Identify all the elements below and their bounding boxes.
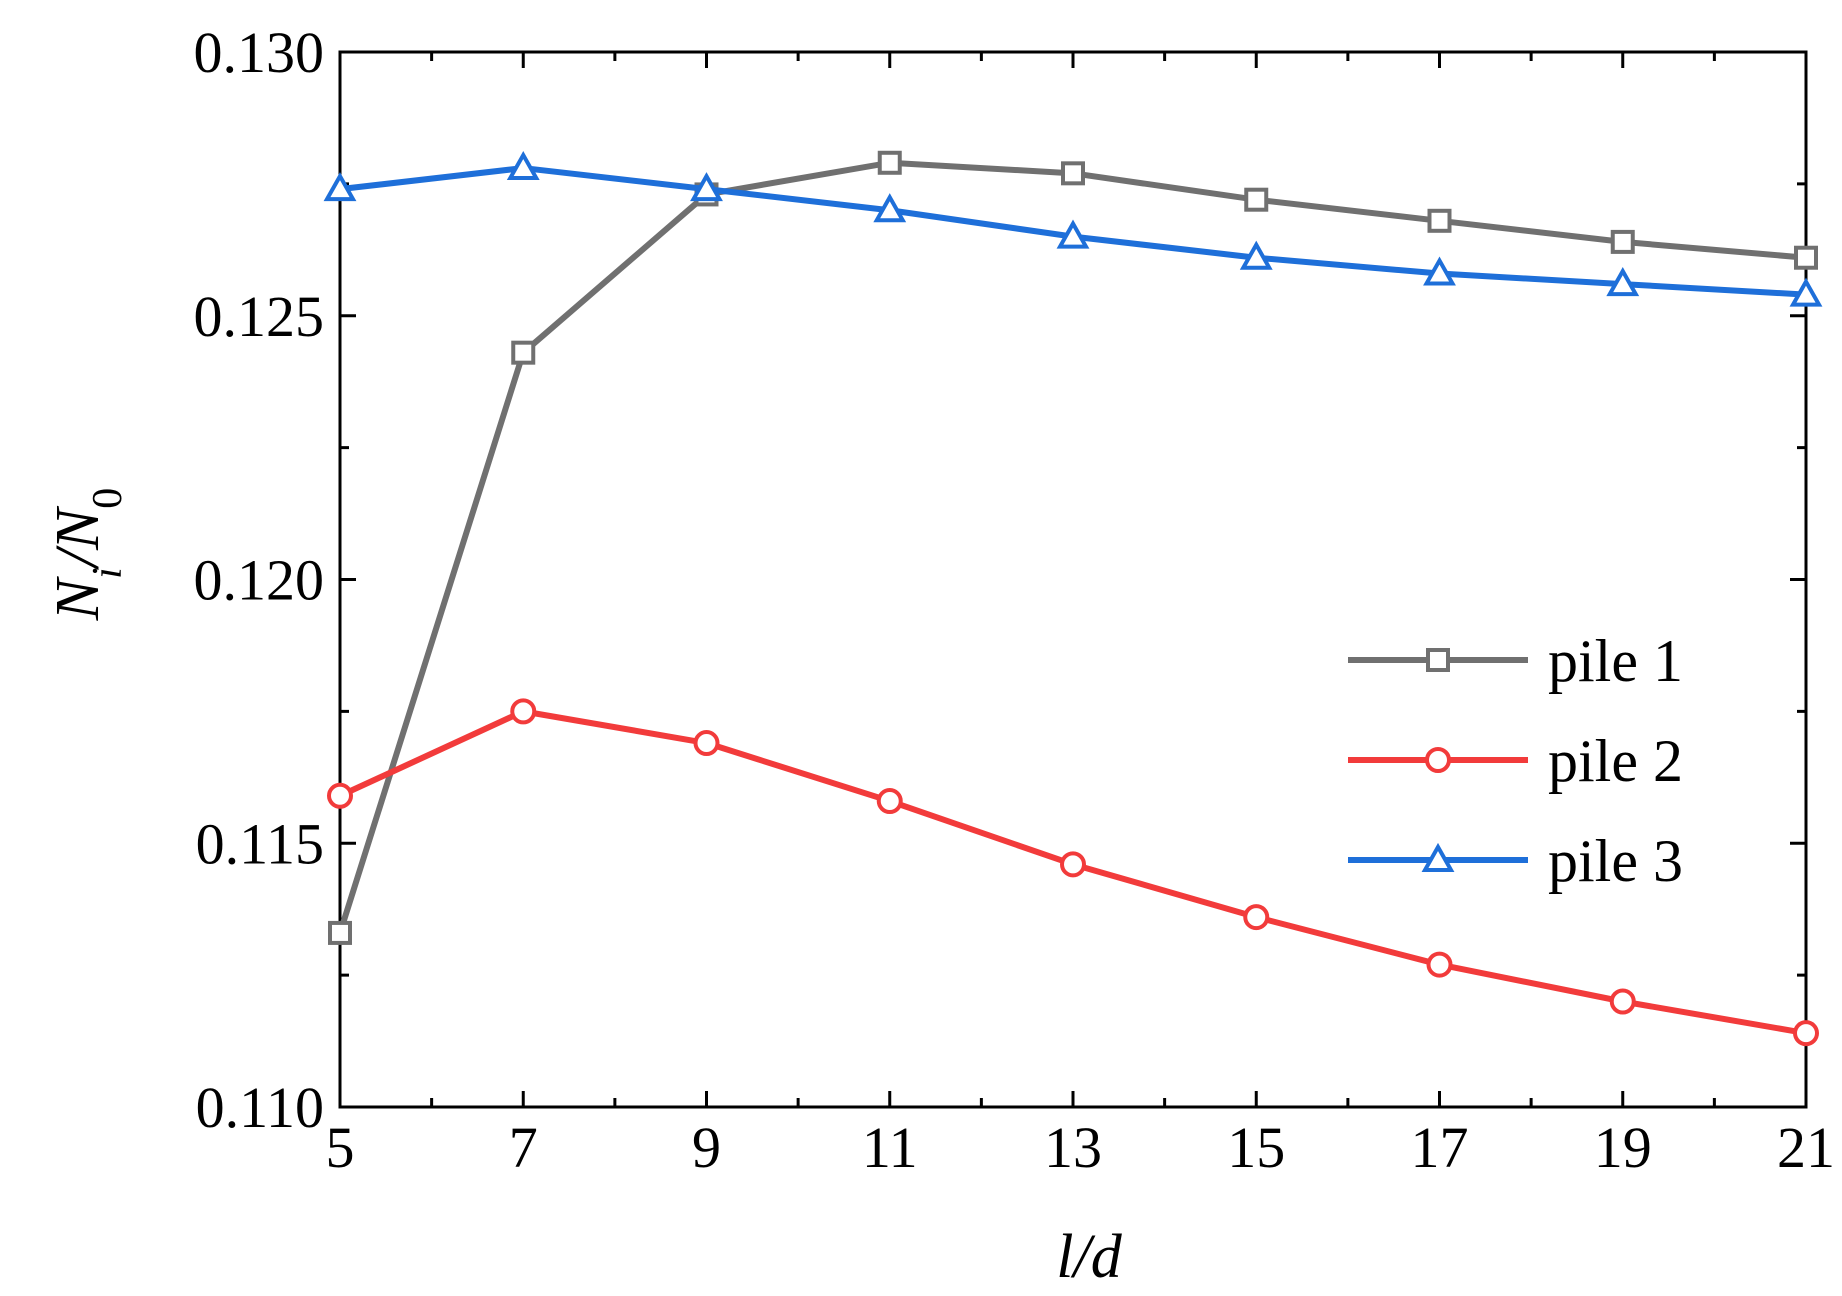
series-line: [337, 159, 1807, 934]
data-point: [690, 172, 723, 202]
x-tick-label: 19: [1594, 1115, 1652, 1180]
data-point: [327, 782, 353, 809]
data-point: [328, 920, 352, 945]
series-2: [327, 698, 1819, 1047]
data-point: [510, 698, 537, 725]
data-point: [1056, 219, 1090, 249]
x-axis-title-b: d: [1091, 1223, 1123, 1291]
data-point: [1610, 229, 1635, 254]
y-axis-title-sub: i: [85, 567, 131, 579]
x-tick-label: 9: [692, 1115, 721, 1180]
data-point: [1794, 245, 1818, 270]
x-axis-title-a: l: [1056, 1223, 1073, 1291]
data-point: [511, 340, 536, 365]
data-point: [873, 193, 907, 223]
data-point: [1426, 951, 1453, 978]
y-axis-ticks: 0.110 0.115 0.120 0.125 0.130: [194, 20, 1806, 1140]
series-3: [323, 150, 1823, 307]
y-tick-label: 0.130: [194, 20, 325, 85]
series-layer: [323, 150, 1823, 1047]
plot-frame: [338, 50, 1808, 1109]
legend-label: pile 3: [1548, 828, 1683, 894]
data-point: [1606, 267, 1640, 297]
data-point: [1060, 851, 1086, 878]
x-tick-label: 17: [1411, 1115, 1469, 1180]
x-tick-label: 11: [862, 1115, 918, 1180]
legend-item-1: pile 1: [1348, 628, 1683, 694]
data-point: [877, 150, 902, 175]
x-tick-label: 13: [1044, 1115, 1102, 1180]
y-axis-title-main2: N: [44, 505, 112, 551]
data-point: [1427, 208, 1452, 233]
y-tick-label: 0.110: [196, 1075, 324, 1140]
y-axis-title: Ni/N0: [44, 488, 131, 622]
legend-item-3: pile 3: [1348, 828, 1683, 894]
y-tick-label: 0.125: [194, 284, 325, 349]
legend-marker: [1426, 648, 1450, 672]
legend-label: pile 2: [1548, 728, 1683, 794]
legend-item-2: pile 2: [1348, 728, 1683, 794]
data-point: [1609, 988, 1636, 1015]
x-axis-title: l/d: [1056, 1223, 1122, 1291]
legend: pile 1 pile 2 pile 3: [1348, 628, 1683, 894]
x-tick-label: 15: [1227, 1115, 1285, 1180]
y-tick-label: 0.120: [194, 548, 325, 613]
series-1: [328, 150, 1818, 945]
data-point: [876, 788, 903, 815]
legend-label: pile 1: [1548, 628, 1683, 694]
y-tick-label: 0.115: [196, 811, 324, 876]
y-axis-title-sub2: 0: [85, 488, 131, 509]
plot-border: [338, 50, 1808, 1109]
x-tick-label: 21: [1777, 1115, 1835, 1180]
data-point: [1423, 256, 1456, 286]
data-point: [1244, 187, 1269, 212]
data-point: [1239, 240, 1273, 270]
y-axis-title-main: N: [44, 575, 112, 621]
data-point: [1789, 277, 1823, 307]
data-point: [506, 150, 540, 181]
x-tick-label: 7: [509, 1115, 538, 1180]
x-tick-label: 5: [326, 1115, 355, 1180]
legend-marker: [1425, 747, 1451, 773]
data-point: [1793, 1020, 1819, 1047]
data-point: [323, 172, 357, 202]
data-point: [1061, 161, 1085, 186]
x-axis-ticks: 5 7 9 11 13 15 17 19 21: [326, 52, 1835, 1180]
legend-marker: [1421, 842, 1455, 872]
data-point: [693, 730, 720, 757]
data-point: [1243, 904, 1270, 931]
